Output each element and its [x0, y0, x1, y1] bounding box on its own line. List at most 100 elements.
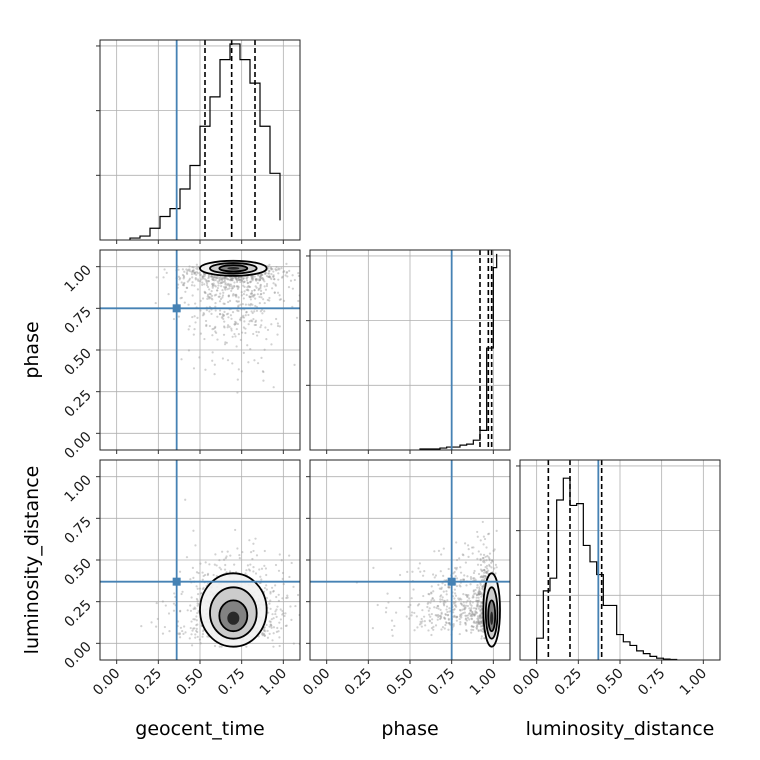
sample-point: [453, 608, 456, 611]
sample-point: [453, 588, 456, 591]
sample-point: [494, 572, 497, 575]
sample-point: [250, 292, 253, 295]
sample-point: [278, 621, 281, 624]
sample-point: [420, 625, 423, 628]
sample-point: [178, 632, 181, 635]
sample-point: [480, 620, 483, 623]
sample-point: [255, 277, 258, 281]
sample-point: [266, 629, 269, 632]
sample-point: [289, 605, 292, 608]
sample-point: [231, 362, 234, 365]
sample-point: [466, 595, 469, 599]
sample-point: [471, 613, 474, 616]
sample-point: [267, 272, 270, 275]
sample-point: [395, 611, 398, 614]
sample-point: [481, 587, 484, 590]
sample-point: [210, 274, 214, 277]
sample-point: [460, 614, 463, 617]
sample-point: [243, 285, 246, 288]
histogram-bin: [623, 642, 630, 660]
sample-point: [214, 305, 217, 308]
sample-point: [187, 303, 190, 306]
histogram-bin: [270, 173, 280, 240]
sample-point: [231, 277, 234, 280]
sample-point: [202, 313, 206, 316]
sample-point: [223, 278, 226, 281]
sample-point: [260, 276, 263, 280]
sample-point: [236, 279, 239, 282]
sample-point: [462, 611, 465, 615]
sample-point: [480, 635, 483, 638]
sample-point: [441, 596, 444, 599]
sample-point: [254, 323, 258, 327]
sample-point: [473, 620, 476, 623]
sample-point: [455, 584, 459, 588]
sample-point: [475, 600, 478, 603]
sample-point: [246, 282, 249, 285]
sample-point: [474, 613, 477, 616]
sample-point: [251, 275, 255, 278]
x-tick-label: 0.50: [173, 666, 206, 699]
sample-point: [226, 359, 230, 362]
sample-point: [443, 604, 446, 607]
sample-point: [482, 585, 485, 588]
sample-point: [448, 621, 451, 625]
sample-point: [479, 609, 482, 613]
sample-point: [432, 590, 435, 593]
sample-point: [196, 611, 199, 615]
sample-point: [213, 279, 216, 282]
sample-point: [211, 286, 214, 289]
sample-point: [215, 289, 219, 292]
sample-point: [247, 323, 250, 326]
sample-point: [440, 587, 443, 591]
sample-point: [464, 622, 467, 625]
sample-point: [259, 284, 262, 287]
sample-point: [195, 597, 199, 601]
sample-point: [422, 594, 425, 598]
sample-point: [218, 313, 222, 316]
sample-point: [245, 311, 248, 314]
sample-point: [256, 281, 259, 285]
sample-point: [231, 311, 235, 314]
sample-point: [439, 617, 442, 620]
sample-point: [440, 612, 443, 615]
sample-point: [281, 577, 284, 580]
sample-point: [477, 619, 480, 622]
y-axis-label-phase: phase: [21, 321, 43, 378]
sample-point: [218, 645, 221, 648]
sample-point: [234, 293, 238, 296]
sample-point: [445, 593, 448, 596]
sample-point: [229, 314, 233, 317]
sample-point: [242, 351, 245, 354]
sample-point: [214, 330, 217, 333]
sample-point: [437, 583, 440, 586]
sample-point: [210, 275, 213, 278]
truth-marker: [172, 577, 181, 586]
sample-point: [225, 313, 229, 316]
sample-point: [214, 276, 218, 279]
sample-point: [454, 600, 457, 603]
sample-point: [268, 620, 271, 623]
sample-point: [440, 594, 443, 597]
sample-point: [245, 310, 248, 314]
sample-point: [216, 286, 220, 290]
sample-point: [172, 317, 176, 321]
sample-point: [155, 276, 158, 279]
sample-point: [202, 574, 205, 578]
sample-point: [272, 626, 276, 629]
sample-point: [248, 296, 251, 299]
sample-point: [203, 272, 206, 276]
sample-point: [222, 558, 226, 561]
sample-point: [243, 290, 246, 293]
x-tick-label: 0.75: [635, 666, 668, 699]
sample-point: [476, 600, 479, 603]
sample-point: [198, 356, 201, 359]
x-tick-label: 0.75: [215, 666, 248, 699]
sample-point: [428, 607, 431, 610]
sample-point: [242, 314, 245, 317]
sample-point: [477, 596, 480, 599]
sample-point: [234, 335, 237, 338]
sample-point: [479, 604, 483, 607]
sample-point: [163, 625, 166, 629]
sample-point: [475, 621, 478, 625]
